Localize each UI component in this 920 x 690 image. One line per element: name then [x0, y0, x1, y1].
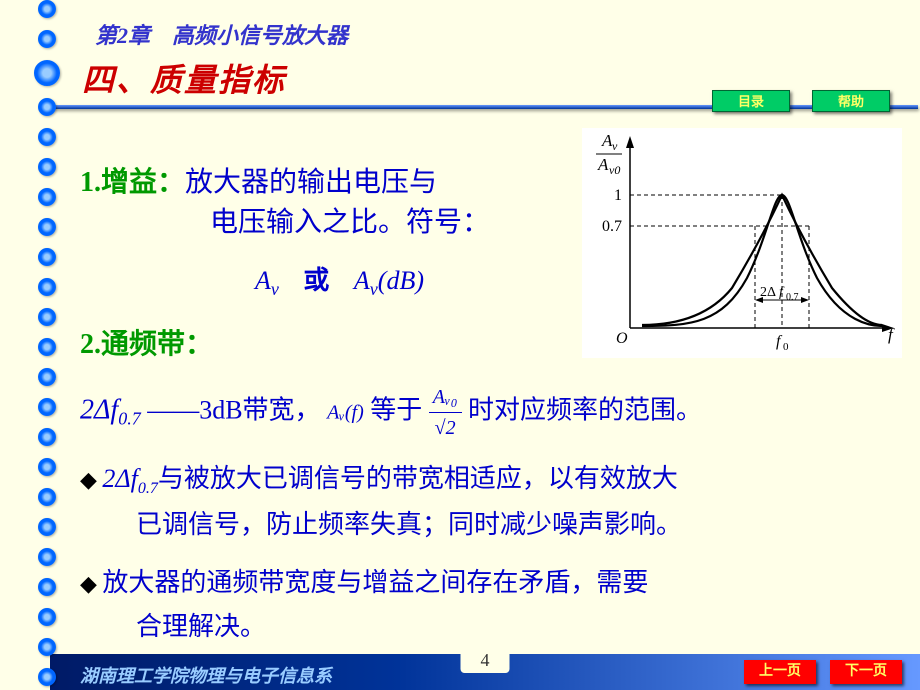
- spiral-binding: [38, 0, 58, 690]
- item-1-text2: 电压输入之比。符号：: [210, 200, 900, 240]
- bandwidth-definition: 2Δf0.7 ——3dB带宽， Aᵥ(f) 等于 Aᵥ₀√2 时对应频率的范围。: [80, 382, 900, 443]
- page-number: 4: [461, 648, 510, 673]
- item-1-text1: 放大器的输出电压与: [185, 167, 437, 198]
- next-button[interactable]: 下一页: [830, 660, 902, 684]
- item-1-label: 1.增益：: [80, 167, 185, 198]
- prev-button[interactable]: 上一页: [744, 660, 816, 684]
- svg-text:v: v: [612, 139, 618, 153]
- chapter-title: 第2章 高频小信号放大器: [95, 18, 348, 50]
- section-title: 四、质量指标: [82, 55, 286, 101]
- diamond-icon: ◆: [80, 571, 102, 596]
- bullet-2: ◆ 放大器的通频带宽度与增益之间存在矛盾，需要 合理解决。: [80, 561, 900, 649]
- bullet-1: ◆ 2Δf0.7与被放大已调信号的带宽相适应，以有效放大 已调信号，防止频率失真…: [80, 457, 900, 547]
- diamond-icon: ◆: [80, 467, 102, 492]
- footer-org: 湖南理工学院物理与电子信息系: [80, 662, 332, 688]
- gain-formula: Av 或 Av(dB): [255, 260, 900, 300]
- item-2-label: 2.通频带：: [80, 322, 900, 362]
- item-1: 1.增益：放大器的输出电压与 电压输入之比。符号：: [80, 160, 900, 240]
- toc-button[interactable]: 目录: [712, 90, 790, 112]
- help-button[interactable]: 帮助: [812, 90, 890, 112]
